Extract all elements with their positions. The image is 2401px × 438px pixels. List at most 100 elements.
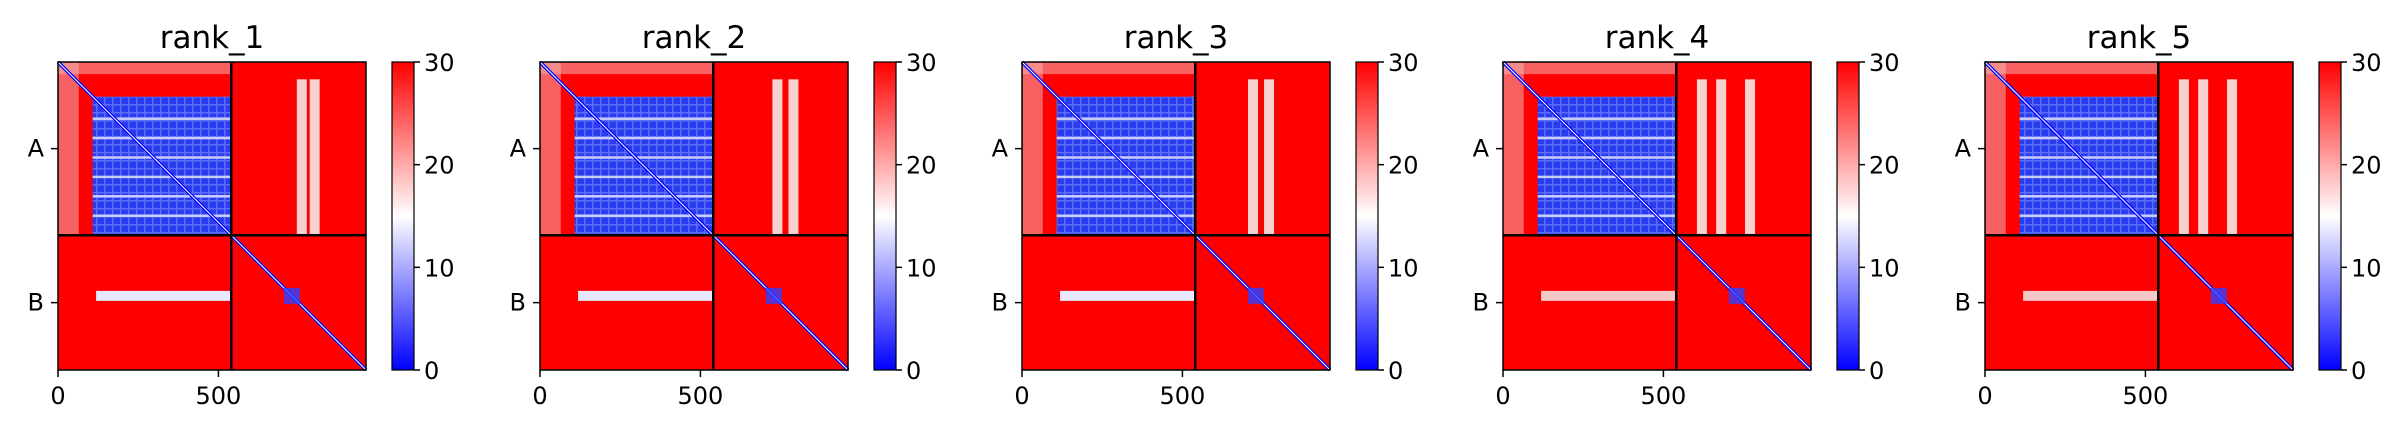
x-tick-label: 500 (196, 382, 242, 410)
ab-vertical-stripe (1696, 79, 1707, 236)
a-block-band (2019, 136, 2159, 140)
a-block-band (1056, 214, 1196, 217)
chart-title: rank_5 (2087, 20, 2192, 56)
a-block-band (92, 214, 232, 217)
bb-contact-cluster (1247, 287, 1264, 304)
a-edge-stripe (1503, 62, 1524, 236)
colorbar-tick-label: 0 (906, 357, 921, 385)
a-block-band (2019, 214, 2159, 217)
diagonal-highlight (1021, 61, 1331, 371)
x-tick-label: 0 (1014, 382, 1029, 410)
a-top-stripe (1503, 62, 1677, 75)
colorbar-tick-label: 10 (2351, 254, 2382, 282)
a-block-band (2019, 175, 2159, 179)
colorbar-tick-label: 10 (1869, 254, 1900, 282)
colorbar-tick-label: 30 (906, 49, 937, 77)
a-block-band (92, 175, 232, 179)
x-tick-label: 500 (1160, 382, 1206, 410)
diagonal-highlight (1984, 61, 2294, 371)
colorbar (873, 61, 897, 371)
a-top-stripe (58, 62, 232, 75)
y-tick-label: B (1473, 289, 1489, 317)
chart-title: rank_4 (1605, 20, 1710, 56)
a-block-band (574, 214, 714, 217)
colorbar-tick-label: 0 (424, 357, 439, 385)
ab-vertical-stripe (772, 79, 783, 236)
colorbar (2318, 61, 2342, 371)
ba-horizontal-stripe (1060, 290, 1196, 301)
a-block-band (1537, 195, 1677, 198)
diagonal-highlight (1502, 61, 1812, 371)
y-tick-label: B (1955, 289, 1971, 317)
a-edge-stripe (1985, 62, 2006, 236)
x-tick-label: 0 (1495, 382, 1510, 410)
y-tick-label: A (28, 135, 45, 163)
x-tick-label: 0 (50, 382, 65, 410)
chart-title: rank_3 (1124, 20, 1229, 56)
colorbar-tick-label: 20 (2351, 152, 2382, 180)
ab-vertical-stripe (2178, 79, 2189, 236)
y-tick-label: A (992, 135, 1009, 163)
a-block-band (92, 156, 232, 159)
a-top-stripe (1985, 62, 2159, 75)
a-block-band (1056, 195, 1196, 198)
ba-horizontal-stripe (1541, 290, 1677, 301)
chart-title: rank_2 (642, 20, 747, 56)
colorbar-tick-label: 10 (424, 254, 455, 282)
x-tick-label: 0 (532, 382, 547, 410)
colorbar-tick-label: 0 (2351, 357, 2366, 385)
ba-horizontal-stripe (96, 290, 232, 301)
a-top-stripe (1022, 62, 1196, 75)
a-block-band (1056, 117, 1196, 120)
colorbar-tick-label: 30 (424, 49, 455, 77)
a-edge-stripe (1022, 62, 1043, 236)
colorbar (1836, 61, 1860, 371)
a-block-band (1056, 156, 1196, 159)
y-tick-label: A (1473, 135, 1490, 163)
bb-contact-cluster (1728, 287, 1745, 304)
a-block-band (1537, 117, 1677, 120)
a-block-band (92, 195, 232, 198)
plot-frame (1021, 61, 1331, 371)
y-tick-label: B (28, 289, 44, 317)
a-block-band (1537, 156, 1677, 159)
a-block-band (2019, 195, 2159, 198)
plot-frame (1984, 61, 2294, 371)
ab-vertical-stripe (1745, 79, 1756, 236)
plot-frame (539, 61, 849, 371)
a-block-band (1056, 136, 1196, 140)
a-block-band (574, 156, 714, 159)
a-block-band (1056, 175, 1196, 179)
colorbar-tick-label: 30 (2351, 49, 2382, 77)
y-tick-label: A (1955, 135, 1972, 163)
a-edge-stripe (540, 62, 561, 236)
a-top-stripe (540, 62, 714, 75)
diagonal-highlight (57, 61, 367, 371)
y-tick-label: A (510, 135, 527, 163)
ab-vertical-stripe (2198, 79, 2209, 236)
ab-vertical-stripe (2227, 79, 2238, 236)
x-tick-label: 500 (2123, 382, 2169, 410)
colorbar-tick-label: 20 (1388, 152, 1419, 180)
plot-frame (1502, 61, 1812, 371)
colorbar (1355, 61, 1379, 371)
colorbar-tick-label: 20 (906, 152, 937, 180)
colorbar-tick-label: 10 (1388, 254, 1419, 282)
ab-vertical-stripe (788, 79, 799, 236)
a-block-band (574, 117, 714, 120)
ab-vertical-stripe (309, 79, 320, 236)
colorbar-tick-label: 0 (1869, 357, 1884, 385)
bb-contact-cluster (765, 287, 782, 304)
ab-vertical-stripe (1264, 79, 1275, 236)
bb-contact-cluster (283, 287, 300, 304)
diagonal-highlight (539, 61, 849, 371)
a-block-band (2019, 117, 2159, 120)
heatmap-panel-2: rank_2 0 500 A B 0 10 20 30 (510, 20, 937, 410)
chart-title: rank_1 (160, 20, 265, 56)
x-tick-label: 500 (678, 382, 724, 410)
heatmap-panel-4: rank_4 0 500 A B 0 10 20 30 (1473, 20, 1900, 410)
ba-horizontal-stripe (2023, 290, 2159, 301)
colorbar-tick-label: 10 (906, 254, 937, 282)
colorbar-tick-label: 0 (1388, 357, 1403, 385)
